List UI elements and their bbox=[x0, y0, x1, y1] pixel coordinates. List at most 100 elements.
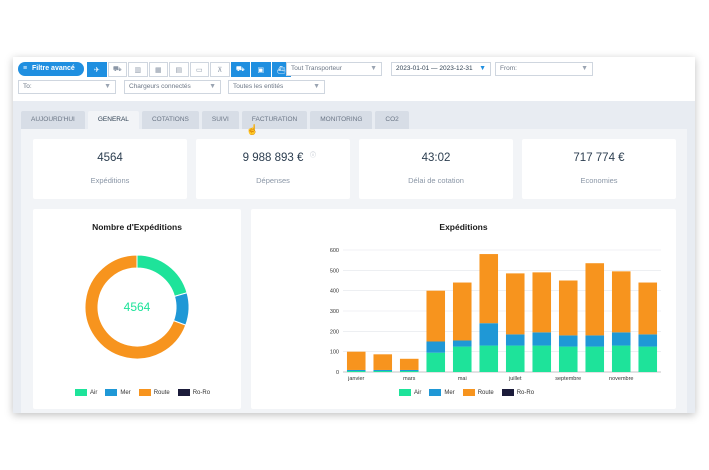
truck-mode-icon[interactable]: ⛟ bbox=[107, 62, 127, 77]
bar-segment-route[interactable] bbox=[479, 254, 499, 324]
tab-cotations[interactable]: COTATIONS bbox=[141, 111, 199, 129]
warehouse-mode-icon[interactable]: ▥ bbox=[128, 62, 148, 77]
bar-segment-route[interactable] bbox=[452, 282, 472, 341]
bar-segment-air[interactable] bbox=[399, 370, 419, 372]
donut-chart-title: Nombre d'Expéditions bbox=[92, 222, 182, 232]
from-select-value: From: bbox=[500, 65, 517, 72]
bar-segment-air[interactable] bbox=[585, 346, 605, 372]
legend-label: Air bbox=[414, 389, 422, 396]
bar-segment-air[interactable] bbox=[346, 370, 366, 372]
donut-slice-air[interactable] bbox=[136, 254, 188, 297]
y-tick-label: 100 bbox=[330, 350, 339, 356]
bar-segment-air[interactable] bbox=[558, 346, 578, 372]
tab-suivi[interactable]: SUIVI bbox=[201, 111, 239, 129]
bar-segment-air[interactable] bbox=[638, 346, 658, 372]
bar-segment-route[interactable] bbox=[399, 358, 419, 370]
advanced-filter-button[interactable]: ≡ Filtre avancé bbox=[18, 62, 84, 76]
bar-segment-mer[interactable] bbox=[558, 335, 578, 347]
donut-chart-card: Nombre d'Expéditions 4564 Air Mer Route … bbox=[33, 209, 241, 409]
kpi-label: Economies bbox=[580, 176, 618, 185]
bar-segment-route[interactable] bbox=[611, 271, 631, 333]
legend-swatch-air bbox=[75, 389, 87, 396]
dashboard-window: ≡ Filtre avancé ✈ ⛟ ▥ ▦ ▤ ▭ ⊼ ⛟ ▣ ⛴ Tout… bbox=[13, 57, 695, 413]
bar-segment-route[interactable] bbox=[373, 354, 393, 370]
tab-today[interactable]: AUJOURD'HUI bbox=[21, 111, 85, 129]
bar-segment-air[interactable] bbox=[479, 345, 499, 372]
entities-select-value: Toutes les entités bbox=[233, 83, 284, 90]
funnel-icon: ▼ bbox=[104, 83, 111, 90]
stacked-bar-chart: 0 100 200 300 400 500 600 janvier mars mai juillet… bbox=[330, 248, 661, 382]
tab-co2[interactable]: CO2 bbox=[375, 111, 409, 129]
container-mode-icon[interactable]: ▤ bbox=[169, 62, 189, 77]
donut-center-value: 4564 bbox=[124, 300, 151, 314]
transporter-select[interactable]: Tout Transporteur ▼ bbox=[286, 62, 382, 76]
legend-label: Ro-Ro bbox=[192, 389, 211, 396]
bar-legend: Air Mer Route Ro-Ro bbox=[399, 389, 534, 396]
legend-label: Route bbox=[153, 389, 170, 396]
bar-segment-route[interactable] bbox=[638, 282, 658, 335]
bar-segment-air[interactable] bbox=[452, 346, 472, 372]
rail-mode-icon[interactable]: ⊼ bbox=[210, 62, 230, 77]
entities-select[interactable]: Toutes les entités ▼ bbox=[228, 80, 325, 94]
bar-segment-mer[interactable] bbox=[532, 332, 552, 346]
bar-segment-mer[interactable] bbox=[426, 341, 446, 353]
legend-swatch-roro bbox=[501, 389, 514, 396]
bar-segment-air[interactable] bbox=[426, 352, 446, 372]
bar-segment-air[interactable] bbox=[373, 370, 393, 372]
info-icon[interactable]: ⓘ bbox=[310, 153, 317, 159]
bar-segment-mer[interactable] bbox=[373, 369, 393, 371]
y-tick-label: 300 bbox=[330, 309, 339, 315]
y-tick-label: 0 bbox=[336, 370, 339, 376]
kpi-value: 4564 bbox=[97, 152, 123, 164]
transport-mode-buttons: ✈ ⛟ ▥ ▦ ▤ ▭ ⊼ ⛟ ▣ ⛴ bbox=[87, 62, 292, 77]
y-tick-label: 400 bbox=[330, 289, 339, 295]
bar-segment-mer[interactable] bbox=[479, 323, 499, 346]
bar-segment-air[interactable] bbox=[611, 345, 631, 372]
funnel-icon: ▼ bbox=[370, 65, 377, 72]
tab-facturation[interactable]: FACTURATION bbox=[241, 111, 308, 129]
bar-segment-mer[interactable] bbox=[399, 369, 419, 371]
legend-label: Air bbox=[90, 389, 98, 396]
bar-segment-mer[interactable] bbox=[452, 340, 472, 347]
bar-segment-mer[interactable] bbox=[346, 369, 366, 371]
calendar-mode-icon[interactable]: ▦ bbox=[148, 62, 168, 77]
donut-chart: 4564 bbox=[84, 254, 190, 360]
legend-swatch-route bbox=[138, 389, 151, 396]
legend-label: Ro-Ro bbox=[516, 389, 535, 396]
donut-slice-mer[interactable] bbox=[172, 292, 190, 326]
date-filter-icon: ▼ bbox=[479, 65, 486, 72]
from-select[interactable]: From: ▼ bbox=[495, 62, 593, 76]
bus-mode-icon[interactable]: ▭ bbox=[189, 62, 209, 77]
bar-segment-route[interactable] bbox=[532, 272, 552, 333]
bar-segment-mer[interactable] bbox=[611, 332, 631, 346]
bar-segment-air[interactable] bbox=[505, 345, 525, 372]
bar-segment-air[interactable] bbox=[532, 345, 552, 372]
bar-segment-route[interactable] bbox=[585, 263, 605, 336]
plane-mode-icon[interactable]: ✈ bbox=[87, 62, 107, 77]
tab-general[interactable]: GENERAL bbox=[87, 111, 139, 129]
x-tick-label: septembre bbox=[555, 376, 581, 382]
bar-segment-route[interactable] bbox=[346, 351, 366, 370]
bar-segment-mer[interactable] bbox=[505, 334, 525, 346]
bar-segment-mer[interactable] bbox=[585, 335, 605, 347]
loaders-select[interactable]: Chargeurs connectés ▼ bbox=[124, 80, 221, 94]
to-select[interactable]: To: ▼ bbox=[18, 80, 116, 94]
delivery-truck-mode-icon[interactable]: ⛟ bbox=[230, 62, 250, 77]
date-range-picker[interactable]: 2023-01-01 — 2023-12-31 ▼ bbox=[391, 62, 491, 76]
van-mode-icon[interactable]: ▣ bbox=[251, 62, 271, 77]
x-tick-label: juillet bbox=[508, 376, 522, 382]
donut-legend: Air Mer Route Ro-Ro bbox=[75, 389, 210, 396]
filter-toolbar: ≡ Filtre avancé ✈ ⛟ ▥ ▦ ▤ ▭ ⊼ ⛟ ▣ ⛴ Tout… bbox=[13, 57, 695, 101]
y-tick-label: 600 bbox=[330, 248, 339, 254]
donut-slice-route[interactable] bbox=[84, 254, 187, 360]
y-tick-label: 500 bbox=[330, 268, 339, 274]
mouse-pointer-icon: ☝ bbox=[246, 125, 259, 136]
legend-label: Route bbox=[477, 389, 494, 396]
x-tick-label: novembre bbox=[609, 376, 633, 382]
tab-monitoring[interactable]: MONITORING bbox=[310, 111, 373, 129]
bar-segment-route[interactable] bbox=[505, 273, 525, 335]
bar-segment-route[interactable] bbox=[426, 290, 446, 342]
kpi-card-savings: 717 774 € Economies bbox=[522, 139, 676, 199]
bar-segment-route[interactable] bbox=[558, 280, 578, 336]
bar-segment-mer[interactable] bbox=[638, 334, 658, 347]
